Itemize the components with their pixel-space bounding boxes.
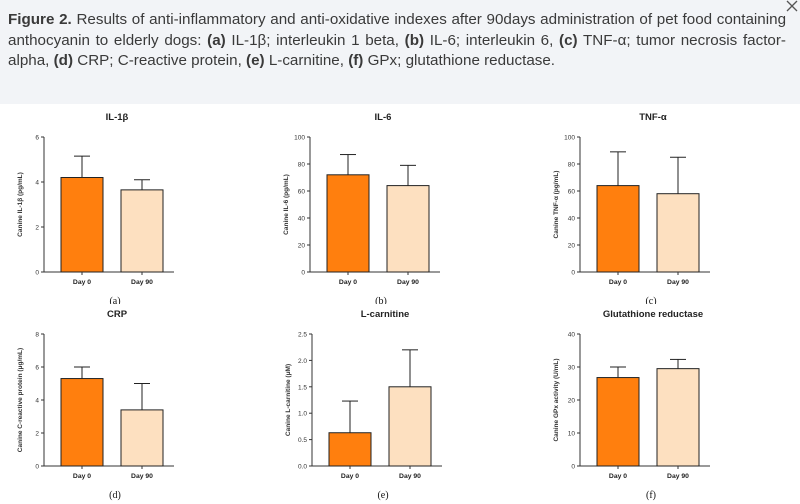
bar-day0: [60, 378, 104, 467]
x-tick-label: Day 90: [667, 279, 689, 286]
y-tick-label: 80: [568, 162, 576, 169]
x-tick-label: Day 0: [73, 473, 91, 480]
caption-text: CRP; C-reactive protein,: [73, 52, 247, 69]
y-tick-label: 100: [294, 135, 305, 142]
y-tick-label: 2: [35, 431, 39, 438]
y-axis-label: Canine IL-1β (pg/mL): [17, 172, 24, 237]
panel-a-il1b: IL-1β 0 2 4 6 Canine IL-1β (pg/mL) Day 0 Day 90…: [17, 112, 174, 304]
caption-text: Results of anti-inflammatory and anti-ox…: [8, 11, 787, 49]
x-tick-label: Day 0: [339, 279, 357, 286]
y-tick-label: 80: [298, 162, 306, 169]
panel-letter: (d): [109, 490, 121, 501]
chart-title: Glutathione reductase: [603, 309, 703, 320]
y-tick-label: 1.0: [298, 411, 307, 418]
y-axis-label: Canine TNF-α (pg/mL): [553, 171, 560, 239]
y-tick-label: 60: [568, 189, 576, 196]
chart-title: CRP: [107, 309, 128, 320]
x-tick-label: Day 0: [73, 279, 91, 286]
caption-panel-ref: (c): [559, 31, 578, 49]
panel-letter: (b): [375, 296, 387, 304]
y-axis-label: Canine L-carnitine (μM): [285, 364, 292, 436]
y-tick-label: 40: [568, 216, 576, 223]
caption-text: IL-1β; interleukin 1 beta,: [225, 31, 405, 49]
caption-panel-ref: (e): [246, 52, 265, 69]
x-tick-label: Day 90: [399, 473, 421, 480]
bar-day90: [388, 386, 432, 467]
x-tick-label: Day 90: [131, 473, 153, 480]
collapse-icon-glyph: [786, 0, 798, 12]
chart-title: IL-6: [375, 112, 392, 123]
chart-title: TNF-α: [639, 112, 667, 123]
caption-panel-ref: (d): [53, 52, 74, 69]
y-tick-label: 4: [35, 398, 39, 405]
y-tick-label: 0: [571, 270, 575, 277]
y-tick-label: 0.5: [298, 437, 307, 444]
caption-panel-ref: (b): [404, 31, 425, 49]
figure-caption: Figure 2. Results of anti-inflammatory a…: [8, 10, 786, 72]
bar-day0: [328, 432, 372, 467]
y-tick-label: 4: [35, 180, 39, 187]
x-tick-label: Day 0: [341, 473, 359, 480]
bar-day90: [386, 185, 430, 273]
caption-text: L-carnitine,: [264, 52, 349, 69]
chart-title: IL-1β: [106, 112, 129, 123]
y-tick-label: 0: [301, 270, 305, 277]
panel-letter: (c): [645, 296, 656, 304]
y-tick-label: 2.0: [298, 358, 307, 365]
caption-panel-ref: (a): [207, 31, 226, 49]
y-tick-label: 60: [298, 189, 306, 196]
y-tick-label: 40: [568, 332, 576, 339]
panel-c-tnfa: TNF-α 0 20 40 60 80 100 Canine TNF-α (pg/mL) Day…: [553, 112, 710, 304]
y-axis-label: Canine GPx activity (U/mL): [553, 358, 560, 441]
panel-letter: (a): [109, 296, 120, 304]
y-tick-label: 20: [298, 243, 306, 250]
collapse-icon[interactable]: [786, 0, 798, 12]
y-tick-label: 0.0: [298, 464, 307, 471]
bar-day90: [120, 409, 164, 467]
y-tick-label: 20: [568, 398, 576, 405]
panel-d-crp: CRP 0 2 4 6 8 Canine C-reactive protein (μg/mL…: [17, 309, 174, 501]
bar-day90: [120, 189, 164, 273]
y-tick-label: 10: [568, 431, 576, 438]
y-tick-label: 6: [35, 135, 39, 142]
y-tick-label: 0: [35, 270, 39, 277]
y-tick-label: 0: [35, 464, 39, 471]
panel-f-gpx: Glutathione reductase 0 10 20 30 40 Canine GPx…: [553, 309, 710, 501]
x-tick-label: Day 0: [609, 279, 627, 286]
panel-b-il6: IL-6 0 20 40 60 80 100 Canine IL-6 (pg/mL) Day 0…: [283, 112, 440, 304]
panel-letter: (f): [646, 490, 656, 501]
panel-e-lcarnitine: L-carnitine 0.0 0.5 1.0 1.5 2.0 2.5 Canine L-ca…: [285, 309, 442, 501]
x-tick-label: Day 90: [397, 279, 419, 286]
y-tick-label: 100: [564, 135, 575, 142]
y-tick-label: 2: [35, 225, 39, 232]
caption-text: TNF-α; tumor necrosis factor-alpha,: [8, 31, 786, 70]
y-tick-label: 0: [571, 464, 575, 471]
y-axis-label: Canine IL-6 (pg/mL): [283, 174, 290, 235]
caption-text: GPx; glutathione reductase.: [363, 52, 556, 69]
x-tick-label: Day 90: [667, 473, 689, 480]
panel-letter: (e): [377, 490, 388, 501]
y-tick-label: 40: [298, 216, 306, 223]
y-tick-label: 8: [35, 332, 39, 339]
y-tick-label: 6: [35, 365, 39, 372]
bar-day0: [596, 377, 640, 467]
caption-text: IL-6; interleukin 6,: [424, 31, 560, 49]
y-tick-label: 30: [568, 365, 576, 372]
y-tick-label: 2.5: [298, 332, 307, 339]
chart-title: L-carnitine: [361, 309, 410, 320]
y-axis-label: Canine C-reactive protein (μg/mL): [17, 348, 24, 452]
figure-panels: IL-1β 0 2 4 6 Canine IL-1β (pg/mL) Day 0 Day 90…: [0, 104, 800, 504]
bar-day0: [596, 185, 640, 273]
bar-day0: [326, 174, 370, 273]
caption-label: Figure 2.: [8, 11, 72, 28]
y-tick-label: 1.5: [298, 384, 307, 391]
bar-day90: [656, 193, 700, 273]
caption-panel-ref: (f): [348, 52, 364, 69]
bar-day0: [60, 177, 104, 273]
x-tick-label: Day 0: [609, 473, 627, 480]
figure-caption-box: Figure 2. Results of anti-inflammatory a…: [0, 0, 800, 104]
x-tick-label: Day 90: [131, 279, 153, 286]
bar-day90: [656, 368, 700, 467]
y-tick-label: 20: [568, 243, 576, 250]
